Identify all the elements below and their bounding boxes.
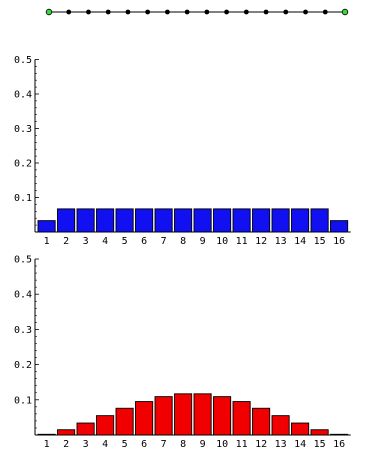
bar [57, 208, 76, 233]
x-tick-label: 1 [44, 236, 50, 247]
bar-chart-bell: 0.10.20.30.40.51 2 3 4 5 6 7 8 9 10 11 12 13 14 15 16 [14, 255, 351, 449]
x-tick-label: 8 [180, 236, 186, 247]
graph-node [86, 9, 91, 15]
x-tick-label: 14 [294, 439, 306, 449]
x-tick-label: 5 [122, 236, 128, 247]
x-tick-label: 16 [333, 236, 345, 247]
graph-node [105, 9, 111, 15]
y-tick-label: 0.2 [14, 159, 32, 170]
graph-node [66, 9, 72, 15]
bar [252, 208, 271, 233]
bar [232, 208, 251, 233]
bar [96, 415, 115, 436]
x-tick-label: 3 [83, 439, 89, 449]
bar [330, 433, 349, 436]
y-tick-label: 0.3 [14, 325, 32, 336]
x-tick-label: 14 [294, 236, 306, 247]
x-tick-label: 13 [275, 236, 287, 247]
x-tick-label: 4 [102, 439, 108, 449]
x-tick-label: 2 [63, 439, 69, 449]
bar [115, 208, 134, 233]
graph-endpoint-node [341, 8, 349, 16]
y-tick-label: 0.5 [14, 55, 32, 66]
bar [310, 208, 329, 233]
graph-node [204, 9, 210, 15]
x-tick-label: 9 [200, 439, 206, 449]
bar [37, 433, 56, 436]
x-tick-label: 12 [255, 439, 267, 449]
bar [174, 393, 193, 436]
x-tick-label: 1 [44, 439, 50, 449]
x-tick-label: 15 [314, 439, 326, 449]
x-tick-label: 4 [102, 236, 108, 247]
bar [154, 208, 173, 233]
x-tick-label: 5 [122, 439, 128, 449]
y-tick-label: 0.2 [14, 360, 32, 371]
x-tick-label: 11 [236, 236, 248, 247]
graph-node [322, 9, 328, 15]
bar [252, 407, 271, 436]
x-tick-label: 13 [275, 439, 287, 449]
bar [96, 208, 115, 233]
bar [330, 220, 349, 233]
x-tick-label: 10 [216, 439, 228, 449]
graph-node [303, 9, 308, 15]
x-tick-label: 7 [161, 439, 167, 449]
graph-node [125, 9, 131, 15]
y-tick-label: 0.4 [14, 90, 32, 101]
graph-node [145, 9, 151, 15]
graph-node [184, 9, 190, 15]
x-tick-label: 3 [83, 236, 89, 247]
path-graph [45, 8, 349, 16]
bar [213, 396, 232, 436]
x-tick-label: 16 [333, 439, 345, 449]
bar [291, 208, 310, 233]
x-tick-label: 6 [141, 439, 147, 449]
bar [310, 429, 329, 436]
y-tick-label: 0.1 [14, 395, 32, 406]
x-tick-label: 2 [63, 236, 69, 247]
bar [135, 401, 154, 436]
graph-node [243, 9, 249, 15]
x-tick-label: 7 [161, 236, 167, 247]
bar [271, 208, 290, 233]
graph-endpoint-node [45, 8, 53, 16]
bar [174, 208, 193, 233]
bar [76, 208, 95, 233]
graph-node [263, 9, 269, 15]
bar [57, 429, 76, 436]
y-tick-label: 0.3 [14, 124, 32, 135]
bar [76, 422, 95, 436]
x-tick-label: 15 [314, 236, 326, 247]
x-tick-label: 10 [216, 236, 228, 247]
y-tick-label: 0.5 [14, 255, 32, 266]
bar [135, 208, 154, 233]
bar [193, 208, 212, 233]
bar [232, 401, 251, 436]
graph-node [224, 9, 230, 15]
x-tick-label: 9 [200, 236, 206, 247]
bar [115, 407, 134, 436]
bar-chart-uniform: 0.10.20.30.40.51 2 3 4 5 6 7 8 9 10 11 12 13 14 15 16 [14, 55, 351, 247]
x-tick-label: 8 [180, 439, 186, 449]
graph-node [165, 9, 170, 15]
bar [271, 415, 290, 436]
y-tick-label: 0.4 [14, 290, 32, 301]
bar [154, 396, 173, 436]
bar [37, 220, 56, 233]
bar [291, 422, 310, 436]
bar [193, 393, 212, 436]
x-tick-label: 12 [255, 236, 267, 247]
bar [213, 208, 232, 233]
graph-node [283, 9, 289, 15]
y-tick-label: 0.1 [14, 193, 32, 204]
x-tick-label: 11 [236, 439, 248, 449]
x-tick-label: 6 [141, 236, 147, 247]
